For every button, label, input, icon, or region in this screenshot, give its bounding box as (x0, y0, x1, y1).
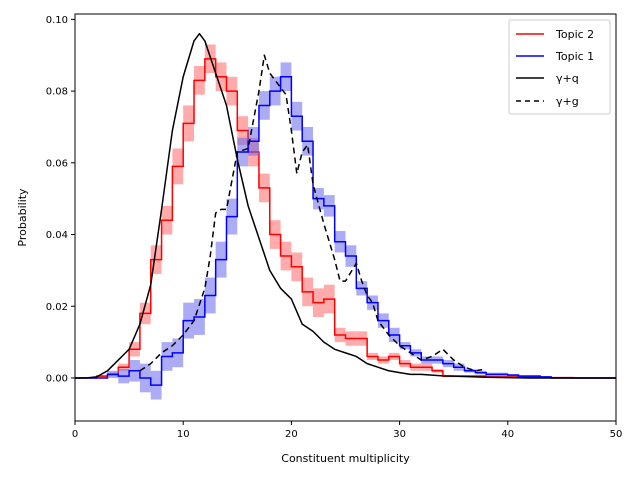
line-gamma-q (75, 32, 616, 379)
legend-label-topic-1: Topic 1 (555, 50, 594, 63)
x-tick-label: 10 (177, 429, 190, 440)
plot-area (75, 32, 616, 400)
legend-box (508, 19, 611, 115)
y-tick-label: 0.08 (46, 87, 68, 98)
step-line-topic-1 (75, 76, 616, 386)
y-tick-label: 0.06 (46, 158, 68, 169)
y-axis: 0.00 0.02 0.04 0.06 0.08 0.10 (46, 15, 75, 384)
y-tick-label: 0.02 (46, 302, 68, 313)
x-tick-label: 0 (72, 429, 78, 440)
x-tick-label: 20 (285, 429, 298, 440)
axes-frame (74, 13, 617, 422)
x-tick-label: 30 (393, 429, 406, 440)
series-topic-1 (75, 62, 616, 400)
y-tick-label: 0.10 (46, 15, 68, 26)
legend-label-gamma-g: γ+g (556, 95, 579, 108)
legend-label-topic-2: Topic 2 (555, 28, 594, 41)
legend-label-gamma-q: γ+q (556, 72, 579, 85)
y-tick-label: 0.00 (46, 373, 68, 384)
y-axis-title: Probability (16, 188, 29, 247)
y-tick-label: 0.04 (46, 230, 68, 241)
x-tick-label: 50 (610, 429, 623, 440)
legend: Topic 2 Topic 1 γ+q γ+g (508, 19, 611, 115)
x-axis-title: Constituent multiplicity (281, 452, 410, 465)
x-tick-label: 40 (501, 429, 514, 440)
line-gamma-g (139, 54, 487, 372)
x-axis: 0 10 20 30 40 50 (72, 421, 623, 440)
